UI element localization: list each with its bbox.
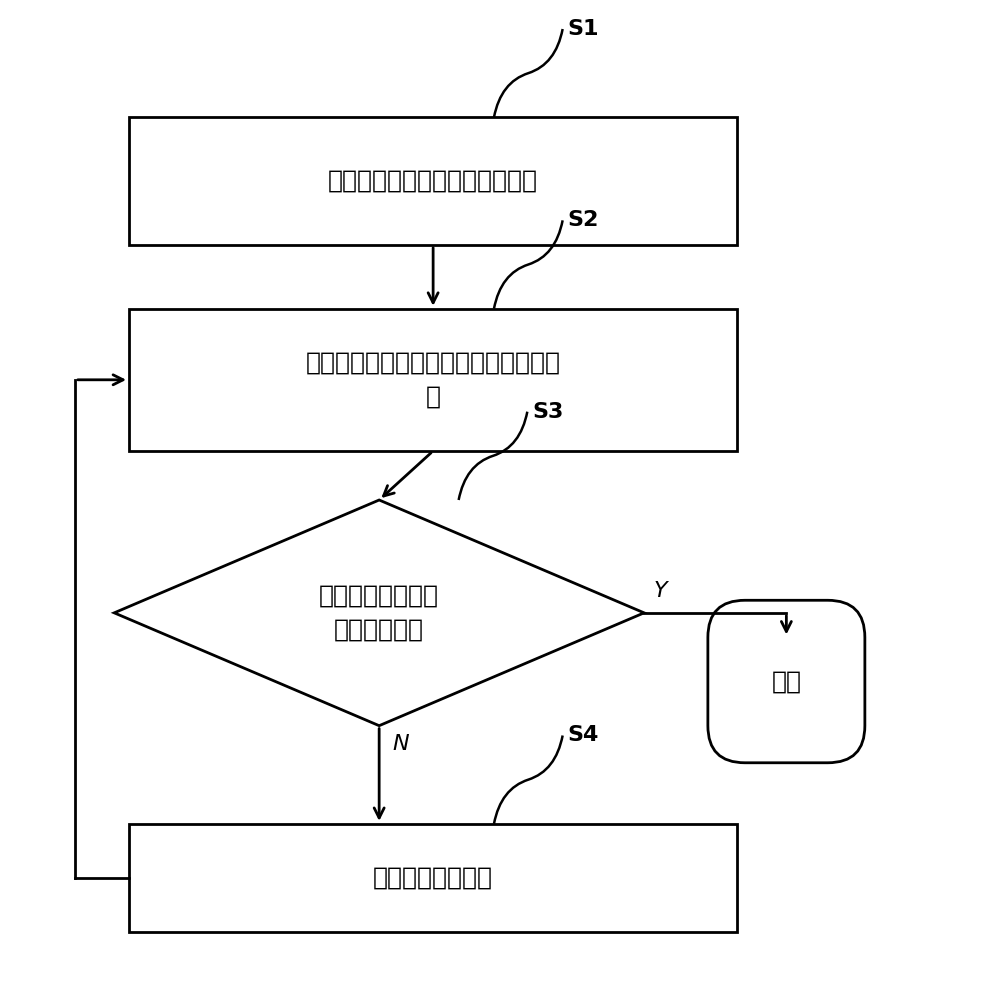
Text: 步进输出补偿电压: 步进输出补偿电压 bbox=[373, 866, 493, 890]
Text: 确定当前时刻频率偏移对应的二进制编
码: 确定当前时刻频率偏移对应的二进制编 码 bbox=[306, 351, 561, 409]
Text: S1: S1 bbox=[568, 19, 599, 39]
Text: 确定目标频率对应的二进制编码: 确定目标频率对应的二进制编码 bbox=[328, 169, 538, 193]
Text: S2: S2 bbox=[568, 210, 599, 230]
FancyBboxPatch shape bbox=[129, 824, 737, 932]
Text: Y: Y bbox=[654, 581, 667, 601]
Text: 结束: 结束 bbox=[771, 670, 801, 694]
FancyBboxPatch shape bbox=[129, 309, 737, 451]
FancyBboxPatch shape bbox=[707, 600, 865, 763]
Text: 判断比对结果是否
在阈值范围内: 判断比对结果是否 在阈值范围内 bbox=[319, 584, 439, 642]
FancyBboxPatch shape bbox=[129, 117, 737, 245]
Polygon shape bbox=[114, 500, 645, 726]
Text: S3: S3 bbox=[532, 402, 564, 422]
Text: N: N bbox=[392, 734, 408, 754]
Text: S4: S4 bbox=[568, 725, 599, 745]
